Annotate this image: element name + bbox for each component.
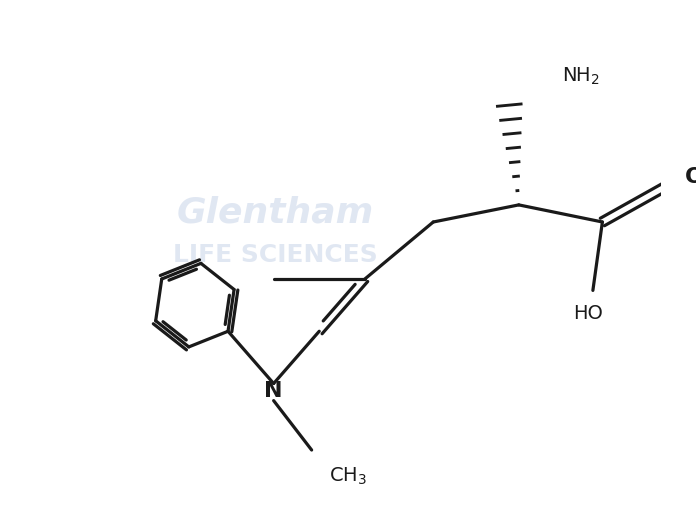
Text: Glentham: Glentham xyxy=(177,196,374,229)
Text: N: N xyxy=(264,381,283,401)
Text: CH$_3$: CH$_3$ xyxy=(329,466,367,487)
Text: O: O xyxy=(685,167,696,187)
Text: LIFE SCIENCES: LIFE SCIENCES xyxy=(173,243,378,267)
Text: NH$_2$: NH$_2$ xyxy=(562,66,599,87)
Text: HO: HO xyxy=(574,304,603,323)
